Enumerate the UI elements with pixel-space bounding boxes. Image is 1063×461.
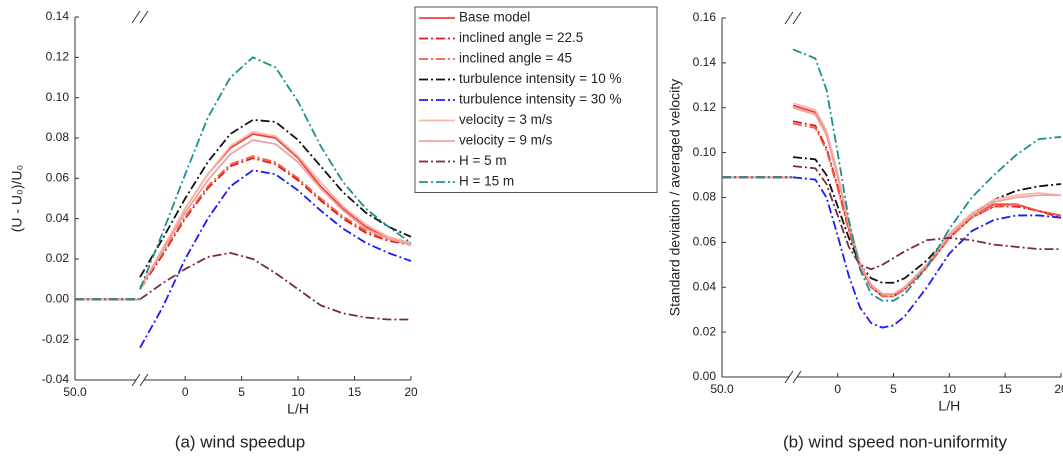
axis-break — [792, 11, 802, 25]
x-tick-label: 20 — [404, 385, 418, 399]
x-tick-label: 15 — [348, 385, 362, 399]
legend-label: inclined angle = 45 — [459, 51, 572, 66]
x-axis-label: L/H — [287, 401, 309, 417]
caption: (b) wind speed non-uniformity — [783, 432, 1007, 451]
series-line — [75, 56, 412, 301]
series-line — [722, 120, 1062, 298]
x-tick-label: 20 — [1054, 382, 1063, 396]
y-tick-label: 0.12 — [693, 100, 717, 114]
x-tick-label: 10 — [943, 382, 957, 396]
y-tick-label: 0.14 — [46, 9, 70, 23]
series-line — [722, 106, 1061, 295]
legend-label: H = 15 m — [459, 174, 514, 189]
legend-label: turbulence intensity = 30 % — [459, 92, 621, 107]
y-tick-label: 0.00 — [693, 369, 717, 383]
y-tick-label: 0.06 — [693, 235, 717, 249]
series-line — [722, 104, 1062, 295]
y-tick-label: 0.14 — [693, 55, 717, 69]
axis-break — [784, 11, 794, 25]
x-tick-label: 5 — [890, 382, 897, 396]
y-tick-label: 0.02 — [46, 251, 70, 265]
y-tick-label: 0.06 — [46, 171, 70, 185]
axis-break — [139, 373, 149, 387]
y-tick-label: 0.08 — [46, 130, 70, 144]
axis-break — [784, 370, 794, 384]
axis-break — [131, 10, 141, 24]
y-tick-label: 0.00 — [46, 292, 70, 306]
y-tick-label: 0.10 — [46, 90, 70, 104]
series-line — [75, 157, 412, 301]
y-tick-label: 0.16 — [693, 10, 717, 24]
legend-label: inclined angle = 22.5 — [459, 30, 583, 45]
y-tick-label: -0.04 — [42, 372, 70, 386]
legend-box — [414, 6, 658, 193]
x-tick-label: 15 — [998, 382, 1012, 396]
legend-label: velocity = 9 m/s — [459, 133, 553, 148]
x-axis-label: L/H — [938, 398, 960, 414]
series-line — [722, 176, 1062, 329]
y-tick-label: 0.04 — [693, 279, 717, 293]
x-tick-label: 0 — [182, 385, 189, 399]
legend-label: velocity = 3 m/s — [459, 112, 553, 127]
x-tick-label: 50.0 — [63, 385, 87, 399]
y-tick-label: 0.08 — [693, 190, 717, 204]
axis-break — [139, 10, 149, 24]
x-tick-label: 10 — [291, 385, 305, 399]
y-axis-label: Standard deviation / averaged velocity — [667, 79, 683, 316]
series-line — [75, 252, 411, 321]
legend-label: H = 5 m — [459, 153, 507, 168]
series-line — [722, 122, 1062, 298]
legend-label: turbulence intensity = 10 % — [459, 71, 621, 86]
x-tick-label: 5 — [238, 385, 245, 399]
y-tick-label: 0.04 — [46, 211, 70, 225]
x-tick-label: 0 — [834, 382, 841, 396]
caption: (a) wind speedup — [175, 432, 305, 451]
y-axis-label: (U - U₀)/U₀ — [9, 165, 25, 233]
y-tick-label: 0.12 — [46, 50, 70, 64]
y-tick-label: 0.02 — [693, 324, 717, 338]
axis-break — [131, 373, 141, 387]
series-line — [75, 131, 412, 301]
series-line — [722, 165, 1061, 271]
axis-break — [792, 370, 802, 384]
series-line — [722, 156, 1062, 284]
y-tick-label: 0.10 — [693, 145, 717, 159]
legend-label: Base model — [459, 10, 530, 25]
x-tick-label: 50.0 — [710, 382, 734, 396]
series-line — [75, 169, 412, 349]
series-line — [722, 48, 1062, 302]
y-tick-label: -0.02 — [42, 332, 70, 346]
